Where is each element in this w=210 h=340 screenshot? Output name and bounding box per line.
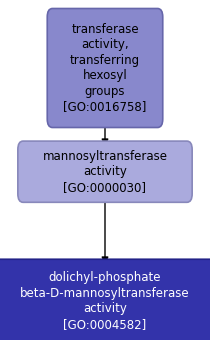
FancyBboxPatch shape [0, 259, 210, 340]
FancyBboxPatch shape [47, 8, 163, 127]
Text: transferase
activity,
transferring
hexosyl
groups
[GO:0016758]: transferase activity, transferring hexos… [63, 23, 147, 113]
FancyBboxPatch shape [18, 141, 192, 202]
Text: dolichyl-phosphate
beta-D-mannosyltransferase
activity
[GO:0004582]: dolichyl-phosphate beta-D-mannosyltransf… [20, 271, 190, 330]
Text: mannosyltransferase
activity
[GO:0000030]: mannosyltransferase activity [GO:0000030… [42, 150, 168, 194]
